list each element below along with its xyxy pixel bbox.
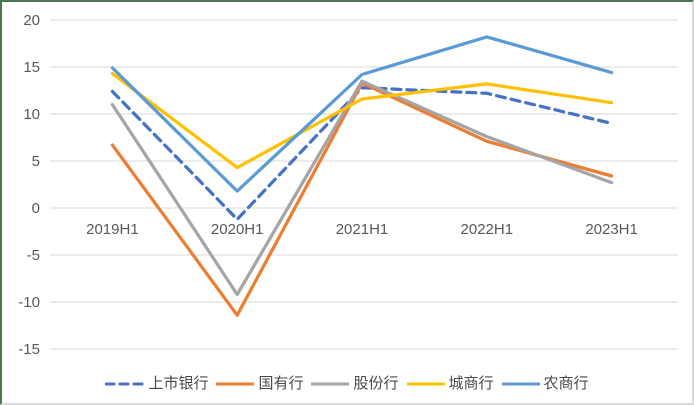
legend-item-listed-banks: 上市银行 (105, 376, 208, 391)
y-axis-tick-label: 5 (32, 153, 40, 170)
series-line (110, 35, 614, 193)
legend-line-sample-icon (501, 382, 540, 385)
y-axis-tick-label: -15 (18, 341, 40, 358)
legend-item-rural-commercial-banks: 农商行 (501, 376, 589, 391)
x-axis-category-label: 2021H1 (336, 221, 389, 238)
legend-label: 股份行 (353, 375, 399, 392)
legend-label: 农商行 (543, 375, 589, 392)
series-line (110, 71, 614, 170)
legend-line-sample-icon (406, 382, 445, 385)
y-axis-tick-label: 15 (23, 59, 40, 76)
y-axis-tick-label: -10 (18, 294, 40, 311)
x-axis-category-label: 2019H1 (86, 221, 139, 238)
legend-label: 国有行 (258, 375, 304, 392)
series-line (110, 86, 614, 221)
series-line (110, 81, 614, 317)
legend-label: 上市银行 (148, 375, 209, 392)
y-axis-tick-label: -5 (27, 247, 40, 264)
x-axis-category-label: 2022H1 (461, 221, 514, 238)
legend-line-sample-icon (311, 382, 350, 385)
y-axis-tick-label: 10 (23, 106, 40, 123)
x-axis-category-label: 2020H1 (211, 221, 264, 238)
x-axis-category-label: 2023H1 (585, 221, 638, 238)
chart-legend: 上市银行 国有行 股份行 城商行 农商行 (2, 376, 692, 391)
legend-label: 城商行 (448, 375, 494, 392)
legend-item-city-commercial-banks: 城商行 (406, 376, 494, 391)
y-axis-tick-label: 0 (32, 200, 40, 217)
legend-item-state-owned-banks: 国有行 (215, 376, 303, 391)
legend-item-joint-stock-banks: 股份行 (310, 375, 399, 392)
legend-line-sample-icon (105, 382, 146, 385)
series-line (110, 79, 614, 297)
legend-line-sample-icon (216, 382, 255, 385)
y-axis-tick-label: 20 (23, 12, 40, 29)
